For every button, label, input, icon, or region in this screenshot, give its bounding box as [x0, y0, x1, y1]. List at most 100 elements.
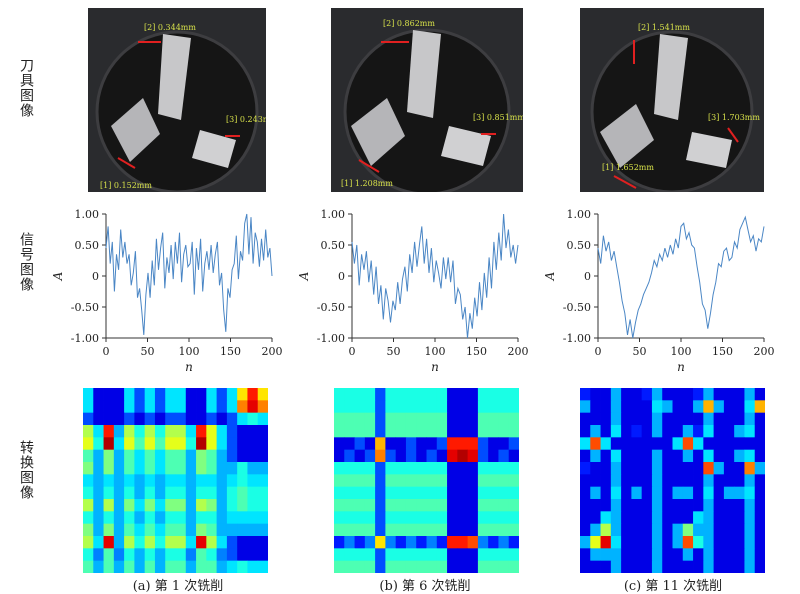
heatmap-cell: [662, 511, 673, 525]
heatmap-cell: [734, 523, 745, 537]
x-tick-label: 100: [179, 345, 200, 358]
heatmap-cell: [734, 412, 745, 426]
heatmap-cell: [416, 400, 427, 414]
signal-chart-1: 1.00 0.50 0 -0.50 -1.00 0 50 100 150 200 n A: [52, 208, 283, 374]
transform-heatmap-1: [83, 388, 268, 573]
heatmap-cell: [395, 474, 407, 488]
heatmap-cell: [83, 412, 94, 426]
heatmap-cell: [447, 412, 458, 426]
heatmap-cell: [395, 523, 407, 537]
heatmap-cell: [93, 462, 104, 475]
heatmap-cell: [237, 536, 248, 549]
heatmap-cell: [436, 425, 448, 438]
heatmap-cell: [226, 400, 238, 414]
heatmap-cell: [185, 499, 197, 512]
heatmap-cell: [354, 486, 366, 500]
heatmap-cell: [206, 388, 218, 401]
x-axis-label: n: [431, 360, 439, 374]
heatmap-cell: [477, 437, 489, 451]
heatmap-cell: [590, 388, 601, 401]
heatmap-cell: [226, 560, 238, 573]
heatmap-cell: [610, 499, 622, 512]
heatmap-cell: [134, 462, 146, 475]
heatmap-cell: [662, 437, 673, 451]
heatmap-cell: [488, 474, 499, 488]
heatmap-cell: [257, 474, 268, 488]
heatmap-cell: [185, 474, 197, 488]
heatmap-cell: [467, 536, 479, 549]
heatmap-cell: [682, 499, 694, 512]
heatmap-cell: [226, 449, 238, 463]
heatmap-cell: [508, 388, 519, 401]
heatmap-cell: [154, 425, 166, 438]
heatmap-cell: [206, 560, 218, 573]
heatmap-cell: [477, 499, 489, 512]
measurement-label-3: [3] 0.243mm: [226, 115, 266, 124]
heatmap-cell: [754, 425, 765, 438]
heatmap-cell: [467, 449, 479, 463]
heatmap-cell: [580, 400, 591, 414]
heatmap-cell: [216, 412, 228, 426]
heatmap-cell: [334, 412, 345, 426]
heatmap-cell: [124, 486, 135, 500]
heatmap-cell: [447, 462, 458, 475]
heatmap-cell: [754, 499, 765, 512]
heatmap-cell: [641, 462, 653, 475]
y-axis-label: A: [544, 271, 557, 281]
cutting-edge-left: [600, 104, 654, 168]
x-tick-label: 200: [754, 345, 775, 358]
heatmap-cell: [723, 499, 735, 512]
heatmap-cell: [631, 425, 643, 438]
heatmap-cell: [154, 486, 166, 500]
heatmap-cell: [165, 523, 176, 537]
heatmap-cell: [134, 499, 146, 512]
heatmap-cell: [713, 523, 725, 537]
heatmap-cell: [651, 474, 663, 488]
heatmap-cell: [364, 536, 376, 549]
heatmap-cell: [165, 486, 176, 500]
heatmap-cell: [247, 536, 259, 549]
heatmap-cell: [134, 425, 146, 438]
heatmap-cell: [682, 388, 694, 401]
heatmap-cell: [498, 523, 510, 537]
heatmap-cell: [344, 425, 355, 438]
heatmap-cell: [703, 449, 715, 463]
heatmap-cell: [216, 486, 228, 500]
heatmap-cell: [165, 474, 176, 488]
heatmap-cell: [334, 486, 345, 500]
heatmap-cell: [196, 449, 207, 463]
heatmap-cell: [196, 560, 207, 573]
heatmap-cell: [185, 511, 197, 525]
heatmap-cell: [488, 523, 499, 537]
heatmap-cell: [426, 548, 438, 562]
heatmap-cell: [196, 412, 207, 426]
heatmap-cell: [580, 388, 591, 401]
heatmap-cell: [723, 425, 735, 438]
heatmap-cell: [375, 425, 386, 438]
heatmap-cell: [416, 499, 427, 512]
heatmap-cell: [641, 511, 653, 525]
heatmap-cell: [436, 523, 448, 537]
heatmap-cell: [216, 511, 228, 525]
x-tick-label: 150: [466, 345, 487, 358]
heatmap-cell: [93, 511, 104, 525]
heatmap-cell: [206, 412, 218, 426]
heatmap-cell: [703, 499, 715, 512]
heatmap-cell: [165, 449, 176, 463]
heatmap-cell: [144, 412, 156, 426]
heatmap-cell: [185, 449, 197, 463]
heatmap-cell: [580, 548, 591, 562]
heatmap-cell: [375, 474, 386, 488]
y-tick-label: -1.00: [317, 332, 345, 345]
heatmap-cell: [165, 425, 176, 438]
heatmap-cell: [93, 536, 104, 549]
heatmap-cell: [672, 425, 684, 438]
heatmap-cell: [703, 400, 715, 414]
heatmap-cell: [488, 437, 499, 451]
heatmap-cell: [364, 437, 376, 451]
heatmap-cell: [682, 523, 694, 537]
heatmap-cell: [580, 462, 591, 475]
heatmap-cell: [124, 462, 135, 475]
heatmap-cell: [103, 486, 115, 500]
heatmap-cell: [247, 449, 259, 463]
